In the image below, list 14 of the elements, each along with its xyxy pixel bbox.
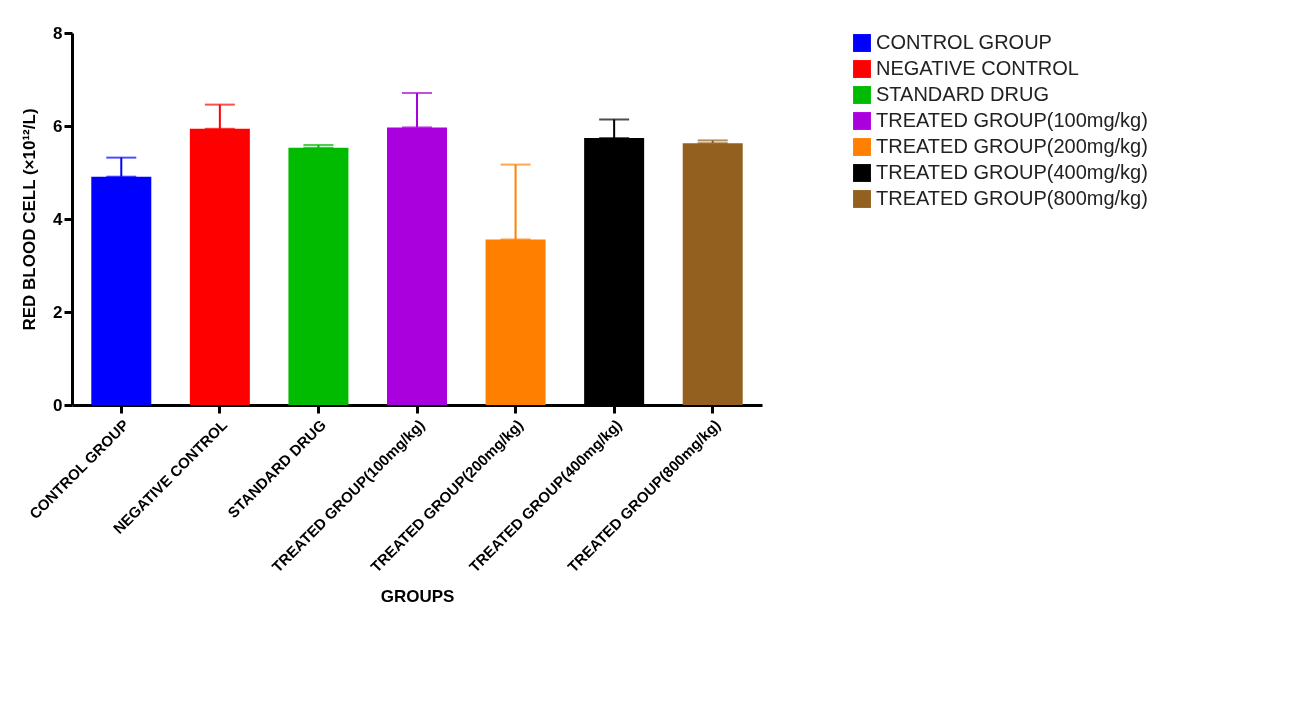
y-axis-title: RED BLOOD CELL (×10¹²/L)	[20, 108, 40, 331]
y-tick-label: 4	[53, 209, 64, 229]
legend-label: NEGATIVE CONTROL	[876, 57, 1079, 79]
legend-label: TREATED GROUP(400mg/kg)	[876, 161, 1148, 183]
legend-label: CONTROL GROUP	[876, 31, 1052, 53]
x-axis-title: GROUPS	[380, 587, 455, 607]
legend-label: TREATED GROUP(200mg/kg)	[876, 135, 1148, 157]
legend-label: TREATED GROUP(100mg/kg)	[876, 109, 1148, 131]
y-tick-label: 0	[53, 395, 63, 415]
y-tick-label: 2	[53, 302, 63, 322]
y-tick-label: 6	[53, 116, 63, 136]
legend-label: STANDARD DRUG	[876, 83, 1049, 105]
legend-label: TREATED GROUP(800mg/kg)	[876, 187, 1148, 209]
y-tick-label: 8	[53, 23, 63, 43]
